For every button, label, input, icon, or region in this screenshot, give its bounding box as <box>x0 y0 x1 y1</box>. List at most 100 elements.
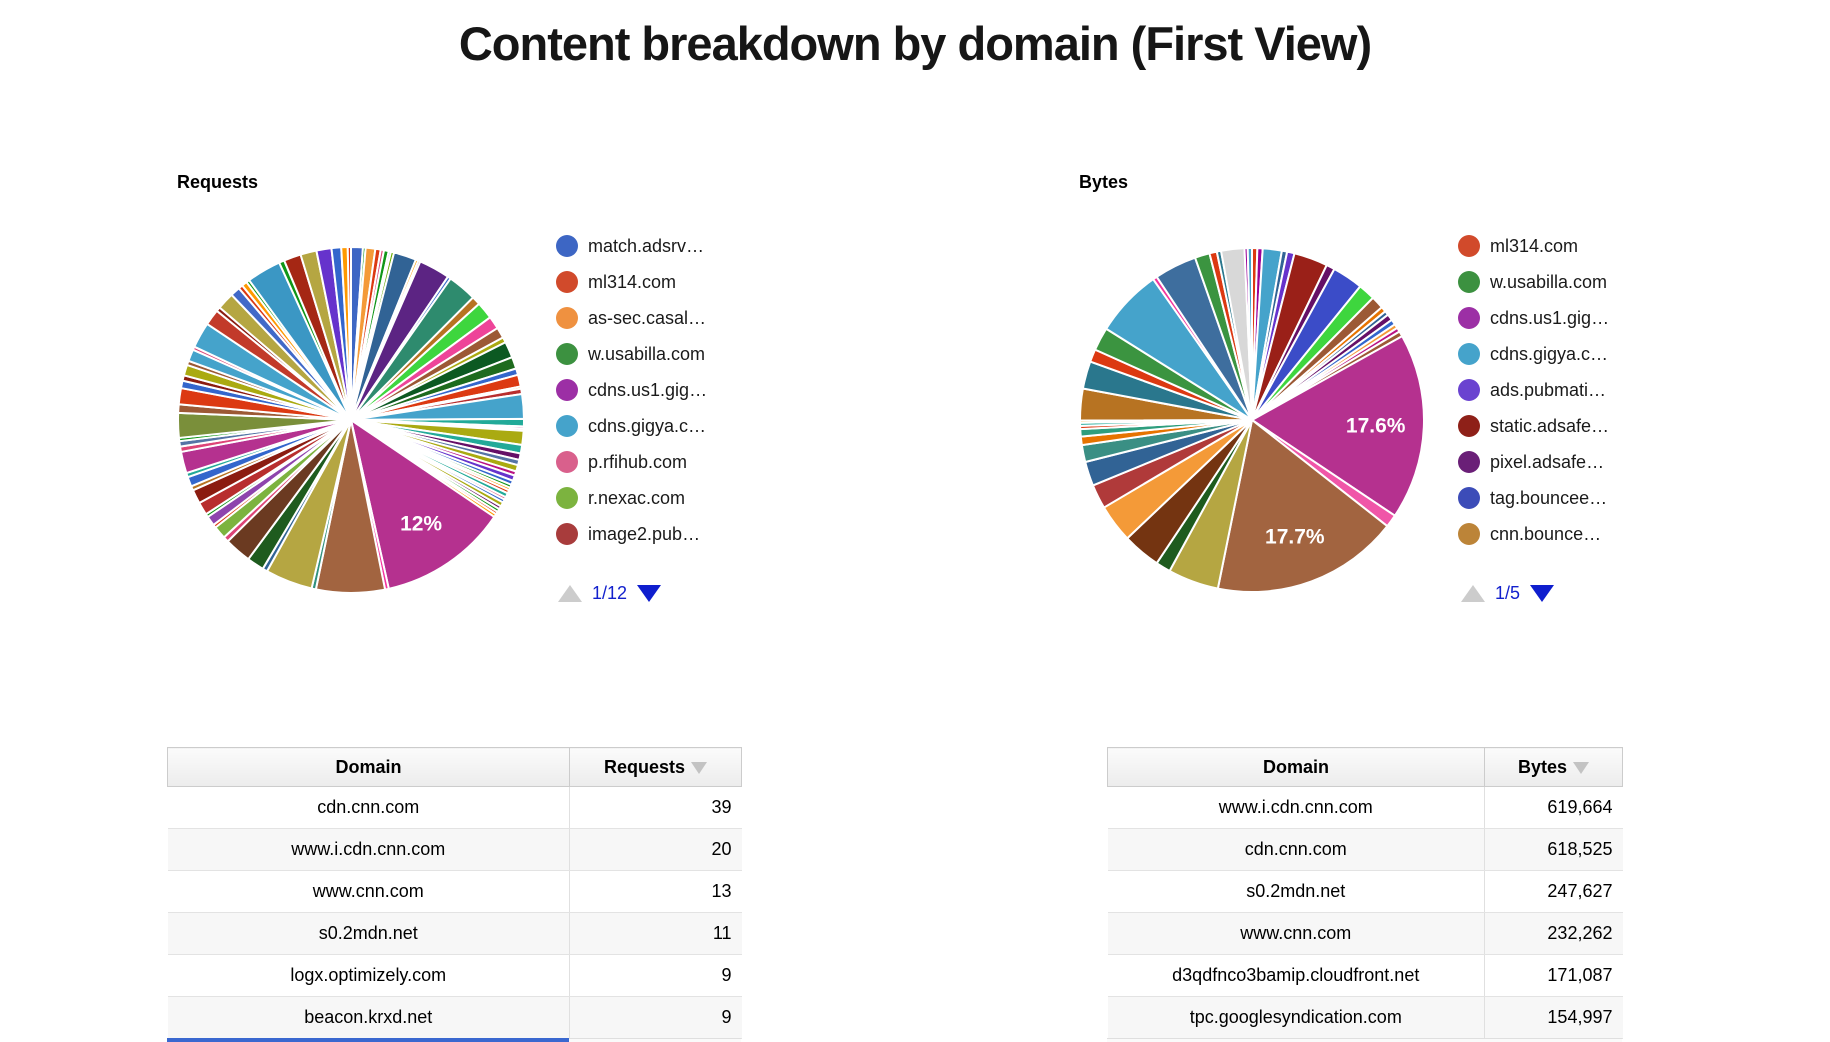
legend-swatch-icon <box>1458 307 1480 329</box>
previous-page-icon[interactable] <box>558 584 582 602</box>
table-row[interactable]: www.cnn.com 13 <box>167 870 742 913</box>
table-row[interactable]: www.i.cdn.cnn.com 20 <box>167 828 742 871</box>
value-cell: 171,087 <box>1484 954 1623 997</box>
legend-item[interactable]: pixel.adsafe… <box>1458 444 1688 480</box>
legend-swatch-icon <box>556 451 578 473</box>
legend-item[interactable]: r.nexac.com <box>556 480 786 516</box>
value-cell: 154,997 <box>1484 996 1623 1039</box>
legend-item[interactable]: image2.pub… <box>556 516 786 552</box>
value-cell: 9 <box>569 954 742 997</box>
legend-item[interactable]: w.usabilla.com <box>1458 264 1688 300</box>
legend-swatch-icon <box>1458 487 1480 509</box>
legend-item[interactable]: match.adsrv… <box>556 228 786 264</box>
legend-label: cdns.us1.gig… <box>1490 307 1610 328</box>
bytes-table: Domain Bytes www.i.cdn.cnn.com 619,664 cdn.c… <box>1107 747 1623 1039</box>
legend-item[interactable]: ml314.com <box>1458 228 1688 264</box>
legend-item[interactable]: ml314.com <box>556 264 786 300</box>
column-header-requests[interactable]: Requests <box>569 747 742 787</box>
legend-item[interactable]: cdns.us1.gig… <box>1458 300 1688 336</box>
legend-label: cnn.bounce… <box>1490 523 1602 544</box>
legend-item[interactable]: cdns.us1.gig… <box>556 372 786 408</box>
pie-slice[interactable] <box>1216 419 1389 593</box>
value-cell: 232,262 <box>1484 912 1623 955</box>
table-row[interactable]: tpc.googlesyndication.com 154,997 <box>1107 996 1623 1039</box>
legend-swatch-icon <box>1458 235 1480 257</box>
legend-item[interactable]: static.adsafe… <box>1458 408 1688 444</box>
legend-swatch-icon <box>1458 271 1480 293</box>
legend-label: as-sec.casal… <box>588 307 707 328</box>
legend-item[interactable]: ads.pubmati… <box>1458 372 1688 408</box>
legend-label: cdns.gigya.c… <box>588 415 707 436</box>
legend-item[interactable]: cdns.gigya.c… <box>1458 336 1688 372</box>
value-cell: 39 <box>569 786 742 829</box>
table-row[interactable]: s0.2mdn.net 11 <box>167 912 742 955</box>
value-cell: 20 <box>569 828 742 871</box>
pie-slice[interactable] <box>1251 335 1425 517</box>
legend-label: ads.pubmati… <box>1490 379 1607 400</box>
domain-cell: beacon.krxd.net <box>167 996 570 1039</box>
legend-swatch-icon <box>556 379 578 401</box>
legend-label: tag.bouncee… <box>1490 487 1608 508</box>
pie-slice[interactable] <box>346 245 352 421</box>
domain-cell: www.i.cdn.cnn.com <box>1107 786 1485 829</box>
partial-next-row <box>1107 1038 1622 1042</box>
legend-swatch-icon <box>556 487 578 509</box>
slice-percent-label: 12% <box>400 512 442 535</box>
value-cell: 13 <box>569 870 742 913</box>
legend-swatch-icon <box>556 415 578 437</box>
domain-cell: logx.optimizely.com <box>167 954 570 997</box>
value-cell: 9 <box>569 996 742 1039</box>
legend-label: image2.pub… <box>588 523 701 544</box>
column-header-bytes[interactable]: Bytes <box>1484 747 1623 787</box>
next-page-icon[interactable] <box>1530 584 1555 602</box>
value-cell: 618,525 <box>1484 828 1623 871</box>
legend-swatch-icon <box>556 307 578 329</box>
requests-pie-chart[interactable]: 12% <box>171 240 531 600</box>
previous-page-icon[interactable] <box>1461 584 1485 602</box>
table-row[interactable]: www.i.cdn.cnn.com 619,664 <box>1107 786 1623 829</box>
legend-label: cdns.us1.gig… <box>588 379 708 400</box>
slice-percent-label: 17.7% <box>1265 526 1325 549</box>
table-row[interactable]: d3qdfnco3bamip.cloudfront.net 171,087 <box>1107 954 1623 997</box>
legend-swatch-icon <box>1458 451 1480 473</box>
pie-slice[interactable] <box>1246 246 1253 421</box>
legend-swatch-icon <box>1458 523 1480 545</box>
legend-item[interactable]: w.usabilla.com <box>556 336 786 372</box>
sort-descending-icon <box>691 761 708 774</box>
table-row[interactable]: beacon.krxd.net 9 <box>167 996 742 1039</box>
column-header-domain[interactable]: Domain <box>167 747 570 787</box>
legend-swatch-icon <box>1458 343 1480 365</box>
table-row[interactable]: cdn.cnn.com 618,525 <box>1107 828 1623 871</box>
legend-label: static.adsafe… <box>1490 415 1610 436</box>
requests-table: Domain Requests cdn.cnn.com 39 www.i.cdn.cnn… <box>167 747 742 1039</box>
legend-item[interactable]: as-sec.casal… <box>556 300 786 336</box>
legend-swatch-icon <box>1458 415 1480 437</box>
page-indicator: 1/12 <box>592 582 628 603</box>
table-row[interactable]: cdn.cnn.com 39 <box>167 786 742 829</box>
table-row[interactable]: s0.2mdn.net 247,627 <box>1107 870 1623 913</box>
page-indicator: 1/5 <box>1495 582 1521 603</box>
domain-cell: s0.2mdn.net <box>167 912 570 955</box>
next-page-icon[interactable] <box>637 584 662 602</box>
domain-cell: cdn.cnn.com <box>167 786 570 829</box>
sort-descending-icon <box>1573 761 1590 774</box>
legend-item[interactable]: tag.bouncee… <box>1458 480 1688 516</box>
legend-swatch-icon <box>556 523 578 545</box>
legend-label: r.nexac.com <box>588 487 686 508</box>
legend-item[interactable]: cnn.bounce… <box>1458 516 1688 552</box>
legend-label: w.usabilla.com <box>1490 271 1608 292</box>
column-header-domain[interactable]: Domain <box>1107 747 1485 787</box>
legend-label: p.rfihub.com <box>588 451 688 472</box>
pie-slice[interactable] <box>350 419 496 590</box>
selected-row-partial[interactable] <box>167 1038 569 1042</box>
table-row[interactable]: logx.optimizely.com 9 <box>167 954 742 997</box>
domain-cell: tpc.googlesyndication.com <box>1107 996 1485 1039</box>
legend-label: cdns.gigya.c… <box>1490 343 1609 364</box>
domain-cell: www.i.cdn.cnn.com <box>167 828 570 871</box>
bytes-pie-chart[interactable]: 17.6% 17.7% <box>1072 240 1432 600</box>
legend-item[interactable]: cdns.gigya.c… <box>556 408 786 444</box>
legend-item[interactable]: p.rfihub.com <box>556 444 786 480</box>
table-row[interactable]: www.cnn.com 232,262 <box>1107 912 1623 955</box>
legend-swatch-icon <box>556 235 578 257</box>
legend-label: ml314.com <box>1490 235 1579 256</box>
